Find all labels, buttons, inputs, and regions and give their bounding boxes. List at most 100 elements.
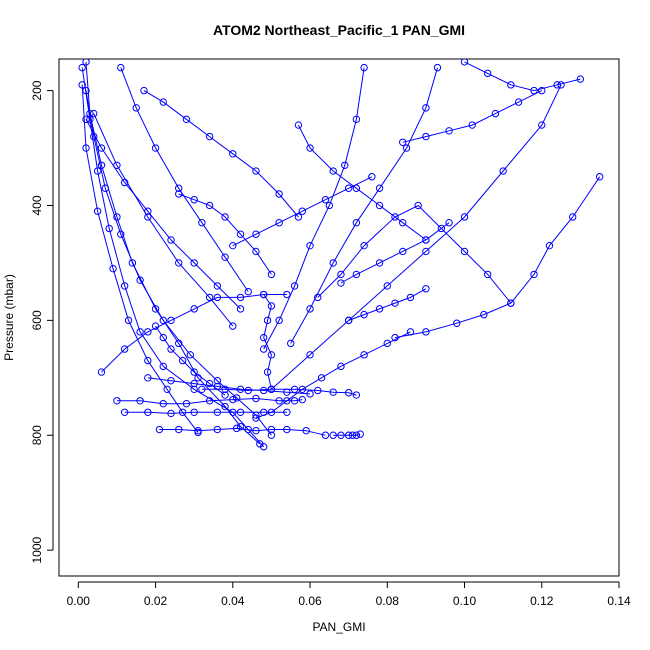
data-point [229,150,237,158]
data-point [375,184,384,192]
data-point [101,184,110,192]
data-point [213,282,222,290]
data-point [120,282,129,290]
data-point [341,161,349,169]
data-point [344,389,353,397]
data-point [78,81,86,89]
x-tick-label: 0.06 [298,594,322,608]
data-point [453,319,461,327]
data-point [159,399,167,408]
data-point [117,230,125,238]
y-axis-label: Pressure (mbar) [2,274,16,361]
data-point [460,247,469,256]
data-point [182,115,191,124]
data-point [290,282,299,290]
data-point [82,144,90,152]
series-3-line [85,90,272,436]
data-point [267,270,276,279]
data-point [352,219,361,227]
data-point [344,184,353,192]
data-point [167,236,175,244]
data-point [491,109,500,118]
series-21-line [93,113,234,327]
data-point [205,397,214,405]
data-point [298,385,307,394]
data-point [399,219,407,227]
data-point [499,167,507,175]
data-point [352,184,361,192]
data-point [213,425,222,434]
data-point [190,305,198,313]
data-point [460,213,469,221]
data-point [205,293,214,302]
data-point [213,376,222,385]
data-point [545,241,554,250]
data-point [78,63,86,72]
data-point [352,270,361,279]
data-point [136,276,144,284]
data-point [437,224,446,233]
data-point [124,316,133,325]
series-15-line [290,67,438,344]
data-point [553,81,561,89]
data-point [360,63,368,72]
data-point [480,310,488,319]
x-tick-label: 0.10 [453,594,477,608]
series-0-line [81,67,265,448]
series-29-line [155,325,226,396]
data-point [290,397,299,405]
data-point [190,408,198,416]
data-point [329,388,337,396]
data-point [337,431,345,439]
data-point [287,339,295,348]
plot-frame [58,58,620,577]
data-point [167,316,175,325]
data-point [236,230,245,238]
data-point [383,282,391,290]
data-point [117,63,125,72]
data-point [175,425,183,434]
data-point [352,391,361,399]
data-point [538,86,546,95]
series-25-line [402,90,543,143]
data-point [244,287,252,296]
data-point [360,241,368,250]
data-point [275,219,283,227]
chart-title: ATOM2 Northeast_Pacific_1 PAN_GMI [213,22,465,38]
data-point [221,213,229,221]
data-point [93,207,102,215]
data-point [159,316,167,325]
data-point [337,362,345,371]
data-point [159,333,167,342]
data-point [120,345,129,353]
data-point [433,63,442,72]
data-point [483,270,492,279]
data-point [221,253,229,261]
data-point [205,201,214,210]
data-point [128,259,137,267]
data-point [298,395,307,404]
data-point [267,385,276,394]
data-point [205,379,214,388]
data-point [105,224,113,233]
y-tick-label: 400 [30,195,44,215]
data-point [391,213,399,221]
data-point [136,328,144,336]
data-point [159,362,167,371]
data-point [144,328,152,336]
data-point [422,132,430,141]
series-2-line [81,84,199,433]
data-point [113,213,121,221]
data-point [198,219,206,227]
data-point [306,241,314,250]
data-point [356,430,364,438]
data-point [229,322,237,330]
data-point [163,385,171,394]
series-14-line [317,204,512,304]
x-tick-label: 0.08 [376,594,400,608]
data-point [229,241,237,250]
data-point [283,290,291,299]
data-point [252,247,260,256]
x-tick-label: 0.12 [530,594,554,608]
data-point [360,351,368,359]
